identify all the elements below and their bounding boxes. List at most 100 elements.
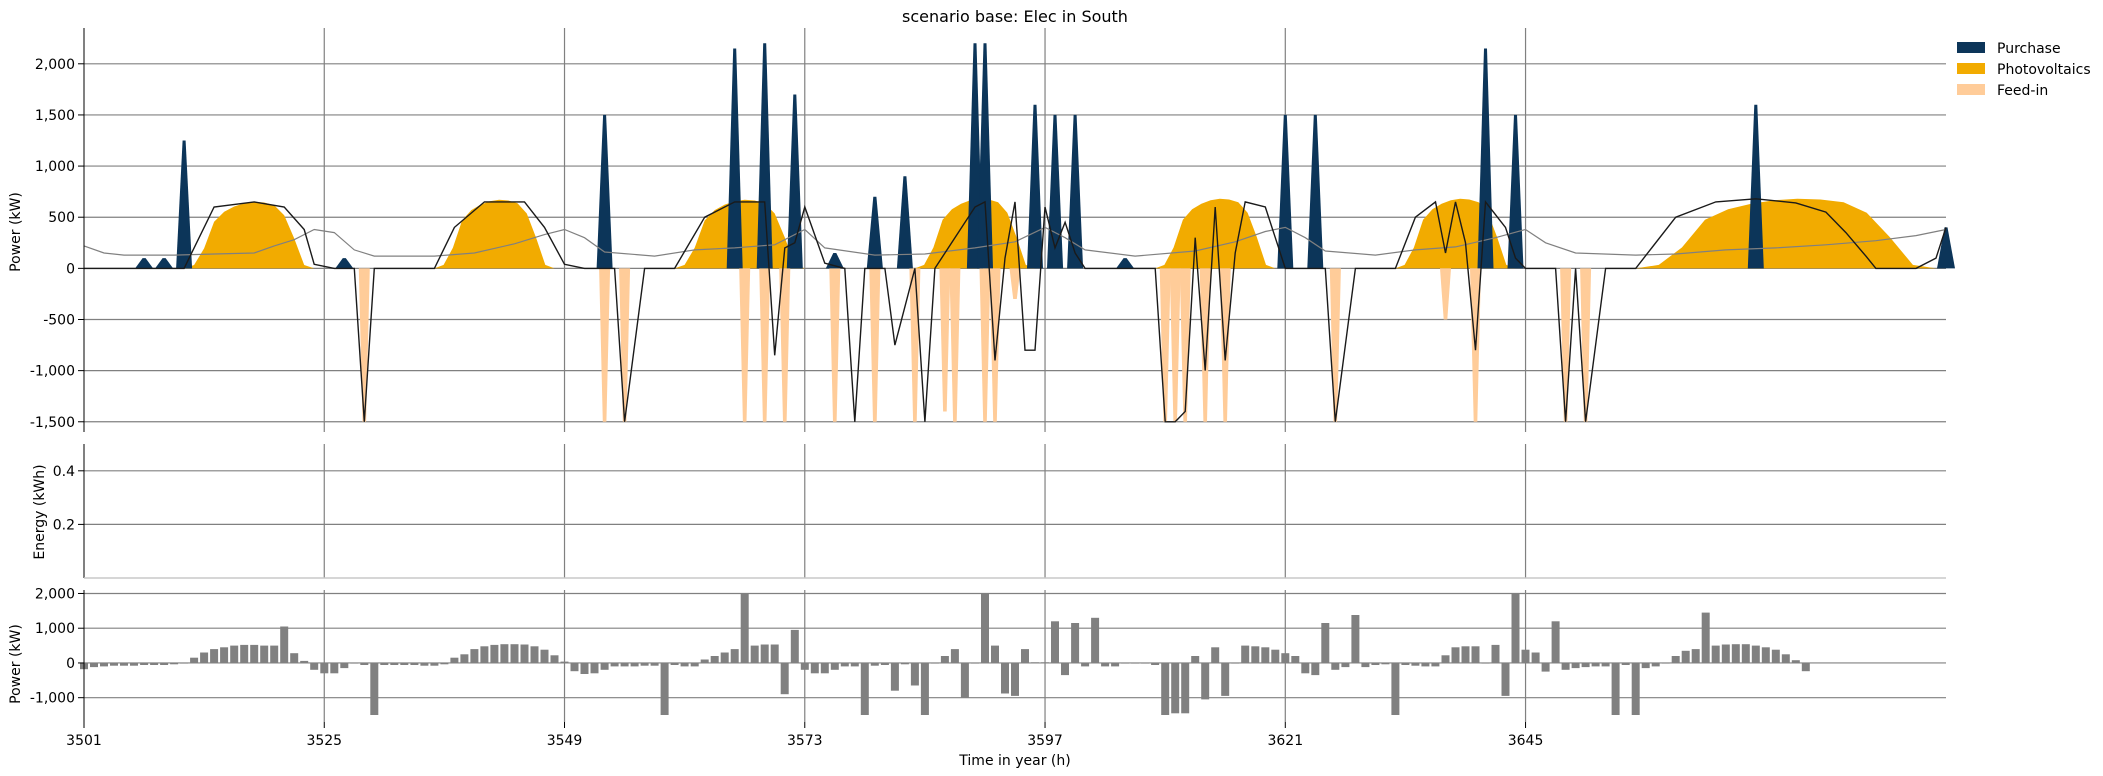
net-power-bar <box>130 662 138 666</box>
net-power-bar <box>310 662 319 670</box>
net-power-bar <box>230 645 239 663</box>
net-power-bar <box>1681 650 1690 663</box>
x-tick-label: 3573 <box>787 733 823 749</box>
purchase-spike <box>1507 114 1524 269</box>
net-power-bar <box>730 649 739 663</box>
net-power-bar <box>1051 621 1059 663</box>
net-power-bar <box>420 662 429 666</box>
x-tick-label: 3645 <box>1508 733 1544 749</box>
power-balance-panel: -1,500 -1,000 -500 0 500 1,000 1,500 2,000 Powe… <box>8 28 1955 432</box>
net-power-bar <box>1131 662 1140 664</box>
y-tick-label: 1,500 <box>35 108 75 124</box>
net-power-bar <box>590 662 599 674</box>
net-power-bar <box>570 662 579 672</box>
net-power-bar <box>830 662 839 670</box>
net-power-bar <box>550 655 559 663</box>
net-power-bar <box>1041 662 1049 663</box>
net-power-bar <box>960 662 969 698</box>
net-power-bar <box>630 662 639 667</box>
net-power-bar <box>170 662 179 665</box>
net-power-bar <box>1151 662 1160 665</box>
net-power-bar <box>610 662 619 667</box>
net-power-bar <box>200 652 209 663</box>
feedin-spike <box>759 268 771 422</box>
net-power-bar <box>1641 662 1650 669</box>
y-tick-label: -1,000 <box>30 364 75 380</box>
net-power-bar <box>1691 649 1700 663</box>
net-power-bar <box>1371 662 1380 665</box>
y-tick-label: -1,000 <box>30 691 75 707</box>
net-power-bar <box>1631 662 1640 715</box>
x-tick-label: 3549 <box>547 733 583 749</box>
net-power-bar <box>150 662 159 665</box>
net-power-bar <box>720 652 729 663</box>
net-power-bar <box>460 654 469 663</box>
net-power-bar <box>1751 645 1760 663</box>
net-power-bar <box>270 645 279 663</box>
y-tick-label: -1,500 <box>30 415 75 431</box>
x-tick-label: 3621 <box>1267 733 1303 749</box>
feedin-spike <box>358 268 370 422</box>
purchase-spike <box>786 94 803 269</box>
net-power-bar <box>190 657 199 663</box>
net-power-bar <box>1491 644 1500 663</box>
net-power-bar <box>1591 662 1600 667</box>
net-power-bar <box>1731 644 1740 663</box>
net-power-bar <box>160 662 169 665</box>
net-power-bar <box>480 646 489 663</box>
net-power-bar <box>330 662 339 674</box>
net-power-bar <box>560 661 569 663</box>
net-power-bar <box>1511 593 1520 663</box>
net-power-bar <box>880 662 889 665</box>
legend-label: Purchase <box>1997 41 2061 57</box>
net-power-bar <box>1031 662 1039 663</box>
net-power-bar <box>440 662 449 665</box>
net-power-bar <box>660 662 669 715</box>
net-power-bar <box>770 644 779 663</box>
net-power-bar <box>120 662 128 666</box>
net-power-bar <box>1271 649 1280 663</box>
pv-area-day <box>1635 198 1936 269</box>
power-axis: -1,500 -1,000 -500 0 500 1,000 1,500 2,000 <box>30 28 85 432</box>
net-power-bar <box>1651 662 1660 667</box>
net-power-bar <box>510 644 519 663</box>
feedin-spike <box>909 268 921 422</box>
net-power-bar <box>940 656 949 663</box>
net-power-bar <box>320 662 329 674</box>
net-power-bar <box>1561 662 1570 670</box>
energy-grid-lines <box>84 444 1946 578</box>
net-power-bar <box>1471 646 1480 663</box>
feedin-spike <box>599 268 611 422</box>
y-tick-label: 2,000 <box>35 57 75 73</box>
net-power-bar <box>380 662 389 665</box>
feedin-spike <box>1329 268 1341 422</box>
net-power-bar <box>1081 662 1090 667</box>
net-power-bar <box>1281 653 1290 663</box>
net-power-bar <box>220 647 229 663</box>
purchase-spike <box>1937 227 1955 269</box>
feedin-spike <box>1560 268 1572 422</box>
net-power-bar <box>540 649 549 663</box>
net-power-bar <box>1251 646 1260 663</box>
net-power-bar <box>1301 662 1310 674</box>
feedin-spike <box>1219 268 1231 422</box>
net-power-bar <box>1531 652 1540 663</box>
y-tick-label: 1,000 <box>35 621 75 637</box>
purchase-spike <box>866 196 883 269</box>
purchase-spike <box>1277 114 1294 269</box>
purchase-spike <box>1027 104 1043 269</box>
net-power-bar <box>100 662 108 667</box>
purchase-spike <box>1747 104 1764 269</box>
net-power-bar <box>690 662 699 667</box>
net-power-bar <box>1481 662 1490 664</box>
net-power-bar <box>340 662 349 669</box>
net-power-bar <box>1101 662 1110 667</box>
net-power-bar <box>600 662 609 670</box>
feedin-spike <box>1440 268 1451 320</box>
net-power-bar <box>250 644 259 663</box>
net-power-bar <box>840 662 849 667</box>
net-power-bar <box>870 662 879 666</box>
net-power-bar <box>1021 649 1029 663</box>
x-axis-label: Time in year (h) <box>958 753 1070 769</box>
energy-axis: 0.2 0.4 <box>53 444 1946 579</box>
